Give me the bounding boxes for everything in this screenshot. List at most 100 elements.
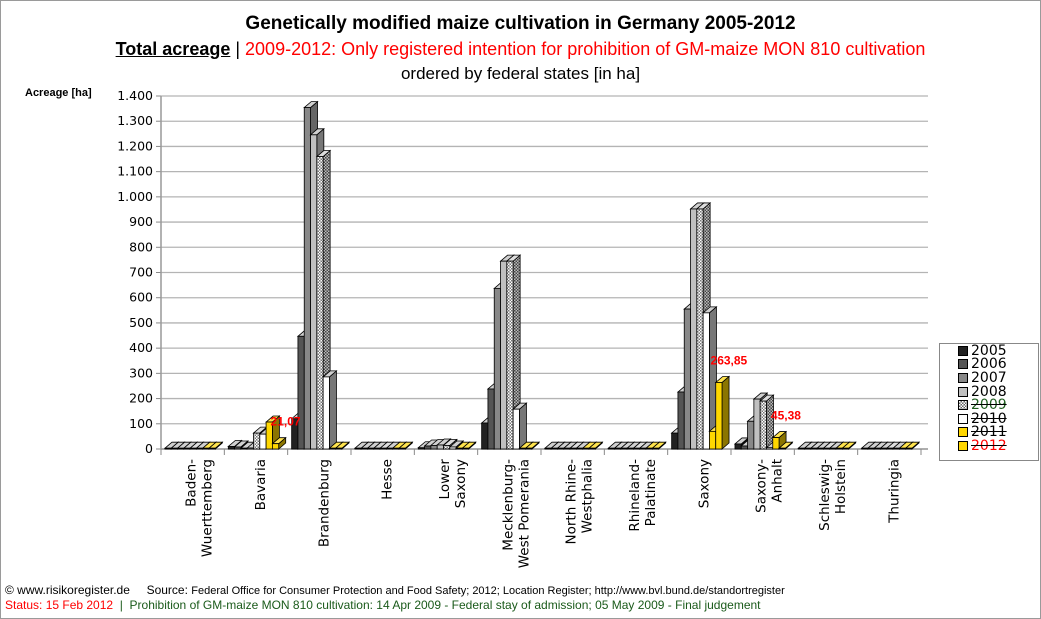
legend-item-2010: 2010 [940,412,1038,426]
x-tick-label-line: Schleswig- [817,459,833,531]
bar-2008 [690,208,698,450]
footer-separator: | [113,598,130,612]
bar-2010 [702,312,710,450]
x-tick-label-line: Saxony- [754,459,770,513]
bar-2005 [227,446,236,450]
bar-2006 [297,335,305,450]
y-tick-label: 700 [129,265,153,280]
x-tick-label-line: Thuringia [886,459,902,524]
bar-2009 [759,400,767,450]
y-tick-label: 600 [129,290,153,305]
x-tick-label-line: Saxony [453,459,469,508]
bar-2012 [905,447,913,450]
copyright: © www.risikoregister.de [5,583,130,597]
x-tick-label-line: North Rhine- [564,459,580,545]
bar-2012 [208,447,216,450]
bar-side-2012 [721,375,730,450]
x-tick-label: Mecklenburg-West Pomerania [500,459,532,568]
x-tick-label: Baden-Wuerttemberg [184,459,216,557]
bar-2012 [842,447,850,450]
legend-item-2011: 2011 [940,424,1038,441]
legend-label: 2007 [971,369,1007,386]
bar-2005 [417,447,425,450]
legend-label: 2006 [971,356,1007,373]
y-tick-label: 500 [129,315,153,330]
legend-swatch [958,440,968,451]
legend-item-2005: 2005 [940,344,1038,358]
x-tick-label: Saxony [696,459,712,508]
subtitle-separator: | [230,39,246,59]
bar-side-2010 [329,370,337,450]
legend-label: 2012 [971,437,1007,454]
x-tick-label-line: Westphalia [580,459,596,533]
x-tick-label-line: Baden- [184,459,200,507]
bar-2012 [335,447,343,450]
status-date: Status: 15 Feb 2012 [5,598,114,612]
bar-2009 [316,156,324,450]
chart-title: Genetically modified maize cultivation i… [245,13,796,34]
y-tick-label: 1.200 [117,138,153,153]
plot-area: 0 100 200 300 400 500 600 700 800 900 1.000 1.100 1.… [117,88,928,568]
legend-item-2009: 2009 [940,398,1038,412]
x-tick-label: Bavaria [253,459,269,510]
legend-item-2006: 2006 [940,356,1038,373]
bar-2008 [246,447,254,450]
x-tick-label-line: Saxony [696,459,712,508]
bar-2006 [487,388,495,450]
bar-2012 [271,443,280,450]
bar-2012 [398,447,406,450]
x-tick-label: Hesse [380,459,396,500]
y-tick-label: 1.000 [117,189,153,204]
bar-2008 [753,398,761,450]
bar-2006 [424,445,432,450]
x-tick-label: Brandenburg [316,459,332,547]
bar-2005 [481,422,489,450]
bar-2006 [234,446,242,450]
bar-2007 [683,308,691,450]
legend-swatch [958,427,968,438]
x-tick-label-line: Rhineland- [627,459,643,532]
bar-2012 [461,447,470,450]
legend-swatch [958,345,968,356]
x-tick-label-line: West Pomerania [516,459,532,568]
legend-swatch [958,386,968,397]
bar-2010 [449,446,457,450]
bar-2009 [506,260,514,450]
bar-2011 [265,421,273,450]
x-tick-label-line: Lower [437,459,453,500]
x-tick-label: Schleswig-Holstein [817,459,849,531]
bar-2010 [259,433,267,450]
legend-swatch [958,400,968,411]
legend-item-2012: 2012 [940,439,1038,453]
legend-swatch [958,413,968,424]
chart-subtitle-2: ordered by federal states [in ha] [400,64,641,83]
x-tick-label-line: Holstein [833,459,849,514]
subtitle-total-acreage: Total acreage [115,39,231,59]
y-tick-label: 1.100 [117,164,153,179]
bar-2011 [709,430,717,450]
legend-label: 2009 [971,397,1007,414]
y-tick-label: 200 [129,391,153,406]
bar-side-2010 [519,402,527,450]
legend-swatch [958,372,968,383]
bar-2009 [696,208,704,450]
bar-2009 [443,445,451,450]
prohibition-note: Prohibition of GM-maize MON 810 cultivat… [129,598,761,612]
y-tick-label: 800 [129,239,153,254]
bar-2010 [322,376,330,450]
bar-2011 [772,437,780,450]
x-tick-label: Saxony-Anhalt [754,459,786,513]
legend-swatch [958,359,968,370]
legend: 2005 2006 2007 2008 2009 2010 2011 2012 [939,343,1039,461]
bar-2005 [671,432,679,450]
x-tick-label-line: Anhalt [770,459,786,503]
legend-item-2008: 2008 [940,385,1038,399]
bar-2008 [310,134,318,450]
source-text: Federal Office for Consumer Protection a… [191,585,785,597]
bar-2007 [493,287,501,450]
x-tick-label-line: Wuerttemberg [200,459,216,557]
bar-2007 [747,420,755,450]
legend-label: 2011 [971,424,1007,441]
bar-2010 [766,447,774,450]
